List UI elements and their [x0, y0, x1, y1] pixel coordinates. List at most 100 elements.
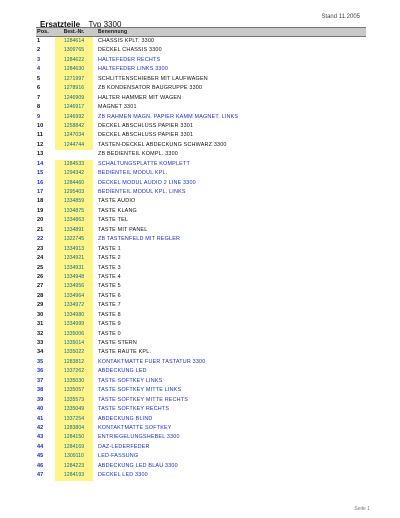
row-order-number: 1334875: [55, 206, 93, 217]
row-description: TASTE 7: [98, 302, 121, 309]
row-pos: 3: [37, 56, 41, 63]
row-pos: 24: [37, 255, 44, 262]
table-row: 18 1334859 TASTE AUDIO: [36, 197, 366, 207]
row-order-number: 1244744: [55, 140, 93, 151]
row-pos: 11: [37, 132, 43, 139]
row-description: ZB RAHMEN MAGN. PAPIER KAMM MAGNET. LINK…: [98, 113, 239, 120]
table-row: 8 1246917 MAGNET 3301: [36, 103, 366, 113]
row-pos: 9: [37, 113, 41, 120]
row-pos: 16: [37, 179, 44, 186]
row-pos: 1: [37, 38, 41, 44]
row-description: TASTE 6: [98, 292, 121, 299]
row-description: TASTE SOFTKEY MITTE RECHTS: [98, 396, 189, 403]
row-pos: 32: [37, 330, 44, 337]
revision-label: Stand 11.2005: [321, 14, 360, 20]
row-description: MAGNET 3301: [98, 104, 137, 111]
row-pos: 25: [37, 264, 44, 271]
row-order-number: 1334891: [55, 225, 93, 236]
row-pos: 26: [37, 273, 44, 280]
table-row: 40 1335049 TASTE SOFTKEY RECHTS: [36, 405, 366, 415]
row-description: TASTE 2: [98, 255, 121, 262]
table-row: 32 1335006 TASTE 0: [36, 329, 366, 339]
row-order-number: 1335022: [55, 348, 93, 358]
table-row: 25 1334931 TASTE 3: [36, 263, 366, 273]
row-pos: 44: [37, 443, 44, 450]
row-description: ZB BEDIENTEIL KOMPL. 3300: [98, 151, 178, 158]
document-title: Ersatzteile: [40, 20, 81, 29]
table-row: 28 1334964 TASTE 6: [36, 291, 366, 302]
table-row: 19 1334875 TASTE KLANG: [36, 206, 366, 217]
row-description: HALTEFEDER RECHTS: [98, 56, 161, 63]
row-pos: 23: [37, 245, 44, 252]
row-description: DECKEL ABSCHLUSS PAPIER 3301: [98, 122, 194, 129]
table-row: 4 1284630 HALTEFEDER LINKS 3300: [36, 65, 366, 75]
row-pos: 36: [37, 368, 44, 375]
row-order-number: 1334980: [55, 310, 93, 321]
row-pos: 13: [37, 151, 44, 158]
row-order-number: 1246992: [55, 112, 93, 122]
row-pos: 45: [37, 453, 44, 460]
row-pos: 42: [37, 424, 44, 431]
row-order-number: 1334972: [55, 301, 93, 311]
table-row: 41 1337254 ABDECKUNG BLIND: [36, 414, 366, 424]
table-row: 35 1283812 KONTAKTMATTE FUER TASTATUR 3300: [36, 357, 366, 368]
row-pos: 8: [37, 104, 41, 111]
header-pos: Pos.: [37, 29, 49, 35]
row-description: LED-FASSUNG: [98, 453, 139, 460]
table-row: 47 1284193 DECKEL LED 3300: [36, 471, 366, 481]
parts-table: Pos. Best.-Nr. Benennung 1 1284614 CHASSIS…: [36, 27, 366, 481]
row-description: ABDECKUNG LED: [98, 368, 147, 375]
row-pos: 15: [37, 170, 44, 177]
row-order-number: 1334921: [55, 254, 93, 264]
row-description: TASTE SOFTKEY RECHTS: [98, 406, 170, 413]
table-row: 42 1283804 KONTAKTMATTE SOFTKEY: [36, 423, 366, 434]
table-row: 38 1335057 TASTE SOFTKEY MITTE LINKS: [36, 386, 366, 396]
row-order-number: 1284533: [55, 159, 93, 170]
row-pos: 6: [37, 85, 41, 92]
row-description: TASTE 1: [98, 245, 121, 252]
table-row: 43 1284150 ENTRIEGELUNGSHEBEL 3300: [36, 433, 366, 443]
row-description: DECKEL LED 3300: [98, 472, 148, 479]
row-pos: 46: [37, 462, 44, 469]
table-row: 22 1322745 ZB TASTENFELD MIT REGLER: [36, 235, 366, 245]
row-description: DECKEL CHASSIS 3300: [98, 47, 162, 54]
row-order-number: 1334913: [55, 244, 93, 255]
row-order-number: 1284193: [55, 471, 93, 481]
table-row: 45 1309110 LED-FASSUNG: [36, 452, 366, 462]
row-order-number: 1322745: [55, 235, 93, 245]
row-order-number: 1294342: [55, 169, 93, 179]
table-row: 14 1284533 SCHALTUNGSPLATTE KOMPLETT: [36, 159, 366, 170]
row-order-number: 1284150: [55, 433, 93, 443]
table-row: 1 1284614 CHASSIS KPLT. 3300: [36, 37, 366, 47]
row-pos: 2: [37, 47, 41, 54]
row-order-number: 1334999: [55, 320, 93, 330]
table-row: 20 1334863 TASTE TEL: [36, 216, 366, 226]
row-pos: 33: [37, 340, 44, 346]
row-order-number: 1284223: [55, 461, 93, 472]
row-pos: 7: [37, 94, 41, 101]
page-footer: Seite 1: [354, 506, 370, 512]
row-pos: 27: [37, 283, 44, 290]
row-order-number: 1309110: [55, 452, 93, 462]
row-description: TASTE 4: [98, 273, 121, 280]
row-pos: 37: [37, 377, 44, 384]
row-description: DECKEL MODUL AUDIO 2 LINE 3300: [98, 179, 196, 186]
row-order-number: 1278916: [55, 84, 93, 94]
row-description: ENTRIEGELUNGSHEBEL 3300: [98, 434, 180, 441]
table-row: 46 1284223 ABDECKUNG LED BLAU 3300: [36, 461, 366, 472]
table-row: 11 1247034 DECKEL ABSCHLUSS PAPIER 3301: [36, 131, 366, 141]
table-row: 17 1295403 BEDIENTEIL MODUL KPL. LINKS: [36, 188, 366, 198]
row-order-number: 1334859: [55, 197, 93, 207]
row-order-number: 1335049: [55, 405, 93, 415]
row-order-number: 1334956: [55, 282, 93, 292]
row-pos: 41: [37, 415, 44, 422]
row-order-number: 1284614: [55, 37, 93, 47]
row-pos: 20: [37, 217, 44, 224]
table-row: 26 1334948 TASTE 4: [36, 272, 366, 283]
row-description: TASTE 3: [98, 264, 121, 271]
row-order-number: 1271997: [55, 74, 93, 85]
row-description: TASTE AUDIO: [98, 198, 136, 205]
table-row: 21 1334891 TASTE MIT PANEL: [36, 225, 366, 236]
row-description: DAZ-LEDERFEDER: [98, 443, 150, 450]
row-order-number: 1284169: [55, 442, 93, 453]
